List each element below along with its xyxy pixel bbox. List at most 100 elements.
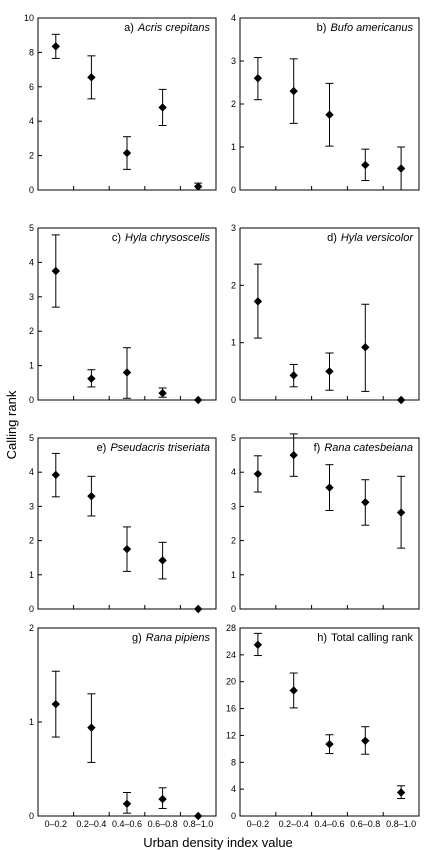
x-tick-label: 0.8–1.0 — [183, 819, 213, 829]
data-point — [87, 374, 96, 383]
panel-species: Total calling rank — [331, 632, 413, 644]
y-tick-label: 2 — [29, 326, 34, 336]
data-point — [51, 266, 60, 276]
y-tick-label: 4 — [29, 116, 34, 126]
data-point — [158, 388, 167, 398]
panel-b: 0 1 2 3 4 b) Bufo americanus — [231, 13, 420, 195]
panel-title: g) Rana pipiens — [132, 632, 210, 644]
panel-f: 0 1 2 3 4 5 f) Rana catesbeiana — [231, 433, 420, 614]
panel-title: h) Total calling rank — [317, 632, 413, 644]
y-tick-label: 2 — [29, 536, 34, 546]
x-tick-label: 0–0.2 — [45, 819, 68, 829]
x-tick-label: 0.4–0.6 — [112, 819, 142, 829]
y-axis-label: Calling rank — [4, 390, 19, 459]
x-tick-label: 0–0.2 — [247, 819, 270, 829]
y-tick-label: 3 — [231, 223, 236, 233]
panel-title: c) Hyla chrysoscelis — [112, 232, 211, 244]
data-point — [122, 799, 132, 808]
data-point — [253, 74, 263, 83]
data-point — [122, 368, 132, 377]
data-point — [51, 699, 60, 709]
y-tick-label: 4 — [231, 784, 236, 794]
y-tick-label: 0 — [231, 811, 236, 821]
panel-frame — [37, 17, 217, 191]
panel-h: 0 4 8 12 16 20 24 28 0–0.2 0.2–0.4 0.4–0.6 0.6–0.8 0… — [226, 623, 420, 829]
y-tick-label: 1 — [231, 338, 236, 348]
data-point — [51, 470, 60, 480]
panel-species: Hyla chrysoscelis — [125, 232, 210, 244]
y-tick-label: 0 — [29, 604, 34, 614]
panel-frame — [239, 437, 420, 610]
y-tick-label: 3 — [231, 501, 236, 511]
y-tick-label: 16 — [226, 704, 236, 714]
panel-title: a) Acris crepitans — [124, 22, 210, 34]
y-tick-label: 8 — [231, 757, 236, 767]
data-point — [289, 450, 298, 460]
panel-species: Acris crepitans — [137, 22, 211, 34]
panel-prefix: a) — [124, 22, 134, 34]
y-tick-label: 5 — [29, 433, 34, 443]
y-tick-label: 1 — [231, 570, 236, 580]
data-point — [361, 736, 370, 745]
y-tick-label: 4 — [29, 467, 34, 477]
panel-prefix: f) — [314, 442, 321, 454]
data-point — [158, 556, 167, 565]
y-tick-label: 20 — [226, 677, 236, 687]
y-tick-label: 28 — [226, 623, 236, 633]
y-tick-label: 2 — [29, 623, 34, 633]
data-point — [325, 483, 334, 492]
y-tick-label: 2 — [29, 151, 34, 161]
data-point — [396, 508, 406, 517]
y-tick-label: 6 — [29, 82, 34, 92]
x-tick-label: 0.2–0.4 — [76, 819, 106, 829]
panel-species: Rana catesbeiana — [324, 442, 413, 454]
data-point — [325, 739, 334, 749]
panel-species: Pseudacris triseriata — [110, 442, 210, 454]
y-tick-label: 0 — [29, 185, 34, 195]
data-point — [325, 367, 334, 376]
y-tick-label: 3 — [29, 501, 34, 511]
data-point — [194, 811, 203, 821]
panel-title: f) Rana catesbeiana — [314, 442, 413, 454]
y-tick-label: 4 — [231, 467, 236, 477]
x-tick-label: 0.8–1.0 — [386, 819, 416, 829]
y-tick-label: 24 — [226, 650, 236, 660]
panel-frame — [37, 227, 217, 401]
y-tick-label: 1 — [29, 717, 34, 727]
data-point — [361, 343, 370, 352]
data-point — [396, 788, 406, 797]
y-tick-label: 1 — [231, 142, 236, 152]
data-point — [396, 164, 406, 173]
x-tick-label: 0.6–0.8 — [350, 819, 380, 829]
y-tick-label: 3 — [29, 292, 34, 302]
panel-prefix: c) — [112, 232, 121, 244]
panel-species: Hyla versicolor — [341, 232, 414, 244]
panel-title: e) Pseudacris triseriata — [97, 442, 210, 454]
data-point — [361, 498, 370, 507]
y-tick-label: 0 — [231, 395, 236, 405]
data-point — [87, 491, 96, 501]
data-point — [87, 73, 96, 82]
data-point — [87, 723, 96, 732]
x-tick-label: 0.4–0.6 — [314, 819, 344, 829]
y-tick-label: 3 — [231, 56, 236, 66]
panel-species: Bufo americanus — [330, 22, 413, 34]
data-point — [194, 395, 203, 405]
panel-d: 0 1 2 3 d) Hyla versicolor — [231, 223, 420, 405]
data-point — [396, 395, 406, 405]
panel-prefix: e) — [97, 442, 107, 454]
y-tick-label: 0 — [231, 604, 236, 614]
data-point — [361, 160, 370, 170]
data-point — [325, 110, 334, 119]
y-tick-label: 12 — [226, 730, 236, 740]
data-point — [158, 794, 167, 804]
panel-frame — [239, 227, 420, 401]
y-tick-label: 5 — [29, 223, 34, 233]
data-point — [194, 182, 203, 191]
panel-prefix: h) — [317, 632, 327, 644]
y-tick-label: 0 — [29, 811, 34, 821]
data-point — [194, 604, 203, 614]
x-axis-label: Urban density index value — [143, 835, 293, 850]
data-point — [253, 469, 263, 479]
